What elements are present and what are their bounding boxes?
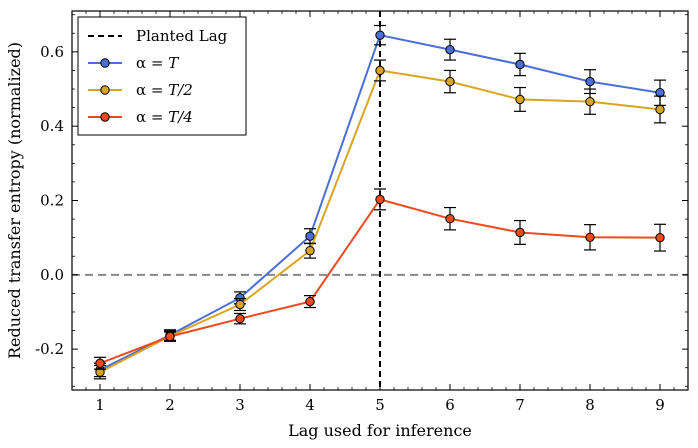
- data-point: [515, 59, 525, 70]
- legend-series-label-main: α =: [136, 54, 168, 72]
- data-point: [375, 194, 385, 205]
- legend-series-label-suffix: T/2: [168, 81, 193, 99]
- x-tick-label: 5: [375, 396, 385, 414]
- legend-series-label-main: α =: [136, 108, 168, 126]
- data-point: [375, 65, 385, 76]
- x-tick-label: 2: [165, 396, 175, 414]
- data-point: [305, 245, 315, 256]
- data-point: [445, 76, 455, 87]
- legend-series-label: α = T/2: [136, 81, 193, 99]
- data-point: [655, 232, 665, 243]
- legend-series-marker: [100, 85, 110, 95]
- data-point: [515, 227, 525, 238]
- legend-series-marker: [100, 112, 110, 122]
- x-tick-label: 3: [235, 396, 245, 414]
- legend-series-label-main: α =: [136, 81, 168, 99]
- y-tick-label: 0.4: [40, 117, 64, 135]
- series-3: [94, 188, 666, 370]
- x-tick-label: 1: [95, 396, 105, 414]
- data-point: [235, 299, 245, 310]
- y-tick-label: -0.2: [35, 340, 64, 358]
- legend-series-marker: [100, 58, 110, 68]
- data-point: [305, 296, 315, 307]
- y-axis-title: Reduced transfer entropy (normalized): [5, 42, 24, 359]
- legend-series-label: α = T: [136, 54, 179, 72]
- x-tick-label: 6: [445, 396, 455, 414]
- data-point: [165, 331, 175, 342]
- legend-series-label-suffix: T: [168, 54, 179, 72]
- x-tick-label: 4: [305, 396, 315, 414]
- data-point: [585, 96, 595, 107]
- series-layer: [94, 24, 666, 380]
- data-point: [585, 76, 595, 87]
- axis-ticks: 1 2 3 4 5 6 7 8 9 -0.2 0.0 0.2 0.4 0.6: [35, 11, 689, 414]
- x-axis-title: Lag used for inference: [288, 421, 472, 440]
- data-point: [95, 358, 105, 368]
- y-tick-label: 0.0: [40, 266, 64, 284]
- data-point: [235, 313, 245, 324]
- data-point: [585, 232, 595, 242]
- data-point: [445, 214, 455, 224]
- legend-planted-lag-label: Planted Lag: [136, 27, 228, 45]
- x-tick-label: 8: [585, 396, 595, 414]
- data-point: [375, 30, 385, 40]
- legend-series-label-suffix: T/4: [168, 108, 193, 126]
- data-point: [305, 231, 315, 241]
- legend-series-label: α = T/4: [136, 108, 193, 126]
- data-point: [445, 44, 455, 55]
- x-tick-label: 9: [655, 396, 665, 414]
- y-tick-label: 0.6: [40, 43, 64, 61]
- x-tick-label: 7: [515, 396, 525, 414]
- data-point: [655, 104, 665, 115]
- y-tick-label: 0.2: [40, 192, 64, 210]
- data-point: [515, 94, 525, 105]
